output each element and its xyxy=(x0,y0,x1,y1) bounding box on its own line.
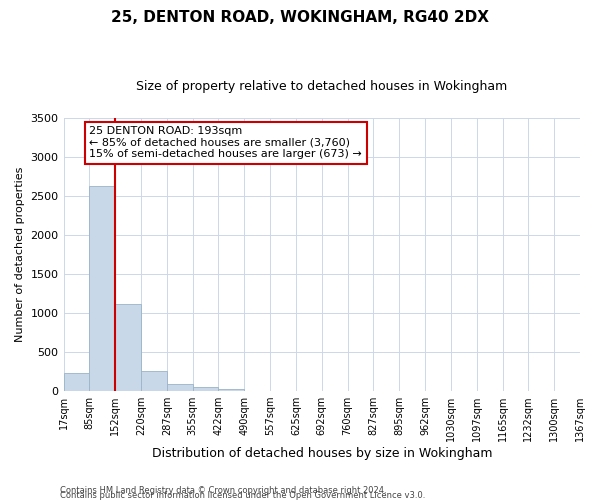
Bar xyxy=(193,387,218,391)
Bar xyxy=(141,371,167,391)
Text: 25 DENTON ROAD: 193sqm
← 85% of detached houses are smaller (3,760)
15% of semi-: 25 DENTON ROAD: 193sqm ← 85% of detached… xyxy=(89,126,362,159)
Text: Contains HM Land Registry data © Crown copyright and database right 2024.: Contains HM Land Registry data © Crown c… xyxy=(60,486,386,495)
Bar xyxy=(218,388,244,391)
Bar xyxy=(115,304,141,391)
Y-axis label: Number of detached properties: Number of detached properties xyxy=(15,166,25,342)
Bar xyxy=(167,384,193,391)
Bar xyxy=(89,186,115,391)
Text: 25, DENTON ROAD, WOKINGHAM, RG40 2DX: 25, DENTON ROAD, WOKINGHAM, RG40 2DX xyxy=(111,10,489,25)
Bar xyxy=(64,373,89,391)
Text: Contains public sector information licensed under the Open Government Licence v3: Contains public sector information licen… xyxy=(60,491,425,500)
X-axis label: Distribution of detached houses by size in Wokingham: Distribution of detached houses by size … xyxy=(152,447,492,460)
Title: Size of property relative to detached houses in Wokingham: Size of property relative to detached ho… xyxy=(136,80,508,93)
